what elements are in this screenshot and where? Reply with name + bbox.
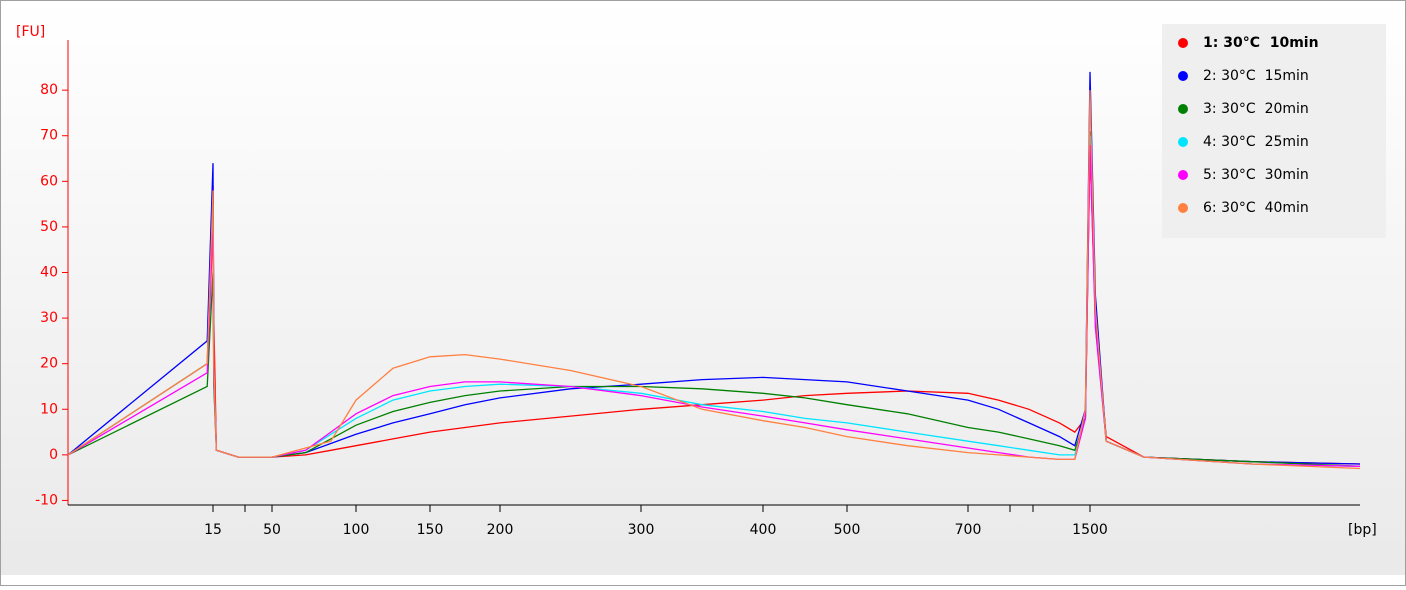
legend-marker [1178,38,1188,48]
legend-marker [1178,203,1188,213]
y-tick-label: 40 [40,265,58,281]
bottom-strip [1,575,1405,585]
y-tick-label: 20 [40,356,58,372]
legend-label: 1: 30°C 10min [1203,35,1319,51]
legend-marker [1178,71,1188,81]
legend-marker [1178,137,1188,147]
y-tick-label: 60 [40,173,58,189]
x-tick-label: 500 [834,522,861,538]
x-tick-label: 100 [343,522,370,538]
y-tick-label: -10 [35,492,58,508]
x-tick-label: 300 [628,522,655,538]
legend-label: 3: 30°C 20min [1203,101,1309,117]
y-tick-label: 0 [49,447,58,463]
y-tick-label: 80 [40,82,58,98]
x-tick-label: 15 [204,522,222,538]
legend-label: 4: 30°C 25min [1203,134,1309,150]
y-tick-label: 30 [40,310,58,326]
series-line [67,90,1361,470]
x-axis-label: [bp] [1348,522,1377,538]
x-tick-label: 200 [487,522,514,538]
y-tick-label: 10 [40,401,58,417]
legend-label: 2: 30°C 15min [1203,68,1309,84]
legend-label: 5: 30°C 30min [1203,167,1309,183]
y-tick-label: 70 [40,128,58,144]
legend-box [1162,24,1386,238]
y-axis-label: [FU] [16,24,45,40]
x-tick-label: 50 [263,522,281,538]
y-tick-label: 50 [40,219,58,235]
legend-label: 6: 30°C 40min [1203,200,1309,216]
x-tick-label: 400 [750,522,777,538]
legend-marker [1178,170,1188,180]
x-tick-label: 1500 [1072,522,1108,538]
x-tick-label: 150 [417,522,444,538]
x-tick-label: 700 [955,522,982,538]
legend-marker [1178,104,1188,114]
